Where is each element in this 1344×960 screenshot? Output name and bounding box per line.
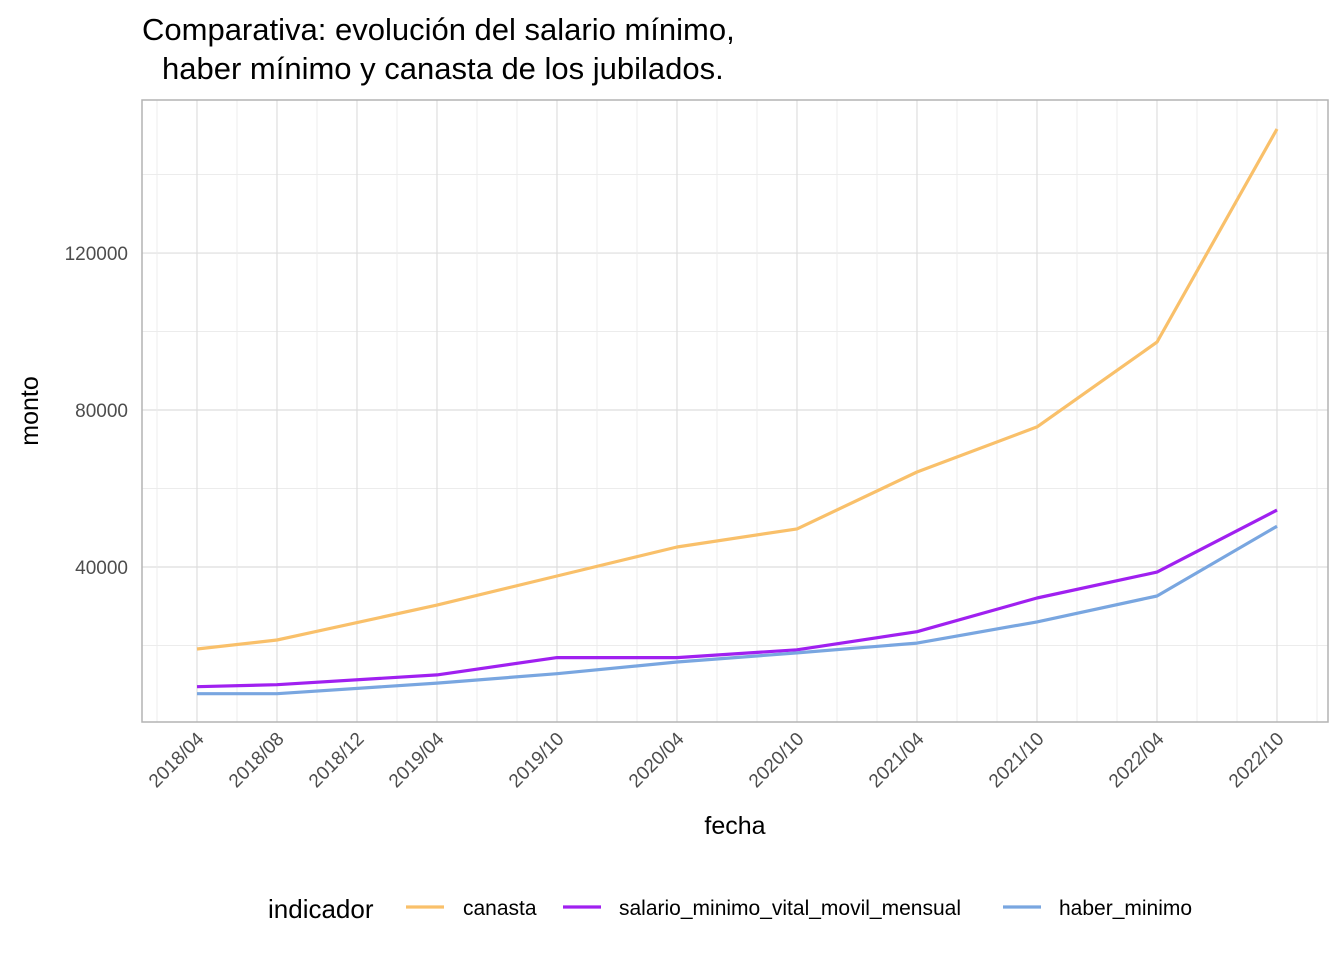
x-axis-label: fecha <box>704 812 765 840</box>
x-tick-label: 2018/04 <box>145 728 209 792</box>
y-tick-label: 40000 <box>75 558 128 579</box>
x-tick-label: 2021/10 <box>985 729 1048 792</box>
legend-title: indicador <box>268 894 374 924</box>
legend-label: haber_minimo <box>1059 897 1192 920</box>
y-axis: 40000 80000 120000 <box>65 244 128 579</box>
x-tick-label: 2019/10 <box>505 729 568 792</box>
x-tick-label: 2019/04 <box>385 728 449 792</box>
x-tick-label: 2020/10 <box>745 729 808 792</box>
panel-border <box>141 99 1329 723</box>
y-axis-label: monto <box>16 376 44 445</box>
x-tick-label: 2018/08 <box>225 729 288 792</box>
series-line-haber-minimo <box>197 524 1278 696</box>
series-line-canasta <box>196 128 1279 651</box>
legend-label: salario_minimo_vital_movil_mensual <box>619 897 961 920</box>
x-tick-label: 2020/04 <box>625 728 689 792</box>
chart-title-line-2: haber mínimo y canasta de los jubilados. <box>162 51 724 86</box>
x-axis: 2018/04 2018/08 2018/12 2019/04 2019/10 2020/… <box>145 728 1288 792</box>
x-tick-label: 2021/04 <box>865 728 929 792</box>
x-tick-label: 2022/04 <box>1105 728 1169 792</box>
legend: indicador canasta salario_minimo_vital_mo… <box>268 894 1192 924</box>
chart-title-line-1: Comparativa: evolución del salario mínim… <box>142 12 735 47</box>
x-tick-label: 2018/12 <box>305 729 368 792</box>
series-lines <box>196 128 1279 696</box>
series-line-salario-minimo-vital-movil-mensual <box>196 508 1278 689</box>
legend-label: canasta <box>463 897 537 920</box>
grid <box>142 100 1328 722</box>
y-tick-label: 120000 <box>65 244 128 265</box>
x-tick-label: 2022/10 <box>1225 729 1288 792</box>
y-tick-label: 80000 <box>75 401 128 422</box>
